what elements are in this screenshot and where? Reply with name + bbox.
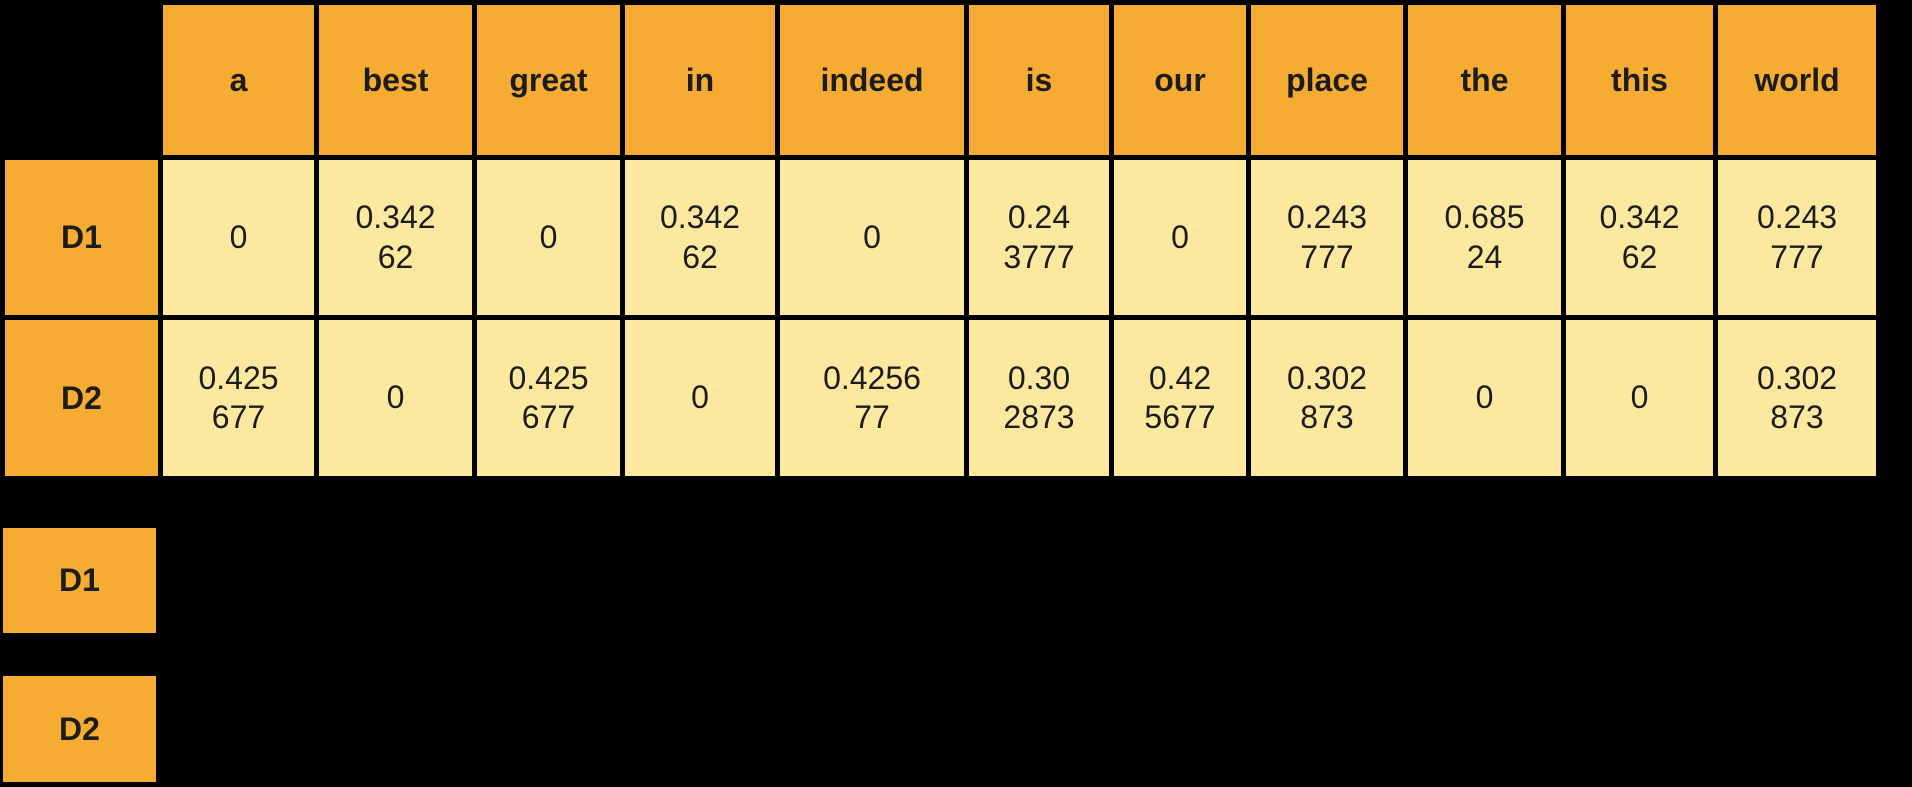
cell-d1-world: 0.243 777 (1713, 155, 1881, 320)
cell-d2-great: 0.425 677 (472, 315, 625, 481)
cell-d2-is: 0.30 2873 (964, 315, 1114, 481)
table-row-d1: D1 0 0.342 62 0 0.342 62 0 0.24 3777 0 0… (0, 155, 1881, 320)
cell-d2-a: 0.425 677 (158, 315, 319, 481)
cell-d1-in: 0.342 62 (620, 155, 780, 320)
column-header-place: place (1246, 0, 1408, 160)
column-header-in: in (620, 0, 780, 160)
cell-d2-this: 0 (1561, 315, 1718, 481)
cell-d2-the: 0 (1403, 315, 1566, 481)
cell-d1-best: 0.342 62 (314, 155, 477, 320)
cell-d2-world: 0.302 873 (1713, 315, 1881, 481)
column-header-this: this (1561, 0, 1718, 160)
cell-d2-our: 0.42 5677 (1109, 315, 1251, 481)
column-header-the: the (1403, 0, 1566, 160)
cell-d2-best: 0 (314, 315, 477, 481)
detached-row-label-d2: D2 (3, 676, 156, 782)
column-header-a: a (158, 0, 319, 160)
header-row: a best great in indeed is our place the … (0, 0, 1881, 160)
cell-d1-the: 0.685 24 (1403, 155, 1566, 320)
row-label-d2: D2 (0, 315, 163, 481)
row-label-d1: D1 (0, 155, 163, 320)
column-header-our: our (1109, 0, 1251, 160)
cell-d1-indeed: 0 (775, 155, 969, 320)
cell-d1-this: 0.342 62 (1561, 155, 1718, 320)
column-header-indeed: indeed (775, 0, 969, 160)
cell-d1-our: 0 (1109, 155, 1251, 320)
cell-d1-great: 0 (472, 155, 625, 320)
cell-d1-is: 0.24 3777 (964, 155, 1114, 320)
table-row-d2: D2 0.425 677 0 0.425 677 0 0.4256 77 0.3… (0, 315, 1881, 481)
cell-d1-a: 0 (158, 155, 319, 320)
column-header-world: world (1713, 0, 1881, 160)
detached-row-label-d1: D1 (3, 528, 156, 633)
column-header-best: best (314, 0, 477, 160)
cell-d1-place: 0.243 777 (1246, 155, 1408, 320)
document-term-matrix-table: a best great in indeed is our place the … (0, 0, 1881, 481)
column-header-great: great (472, 0, 625, 160)
column-header-is: is (964, 0, 1114, 160)
cell-d2-indeed: 0.4256 77 (775, 315, 969, 481)
corner-cell (0, 0, 163, 160)
cell-d2-place: 0.302 873 (1246, 315, 1408, 481)
cell-d2-in: 0 (620, 315, 780, 481)
